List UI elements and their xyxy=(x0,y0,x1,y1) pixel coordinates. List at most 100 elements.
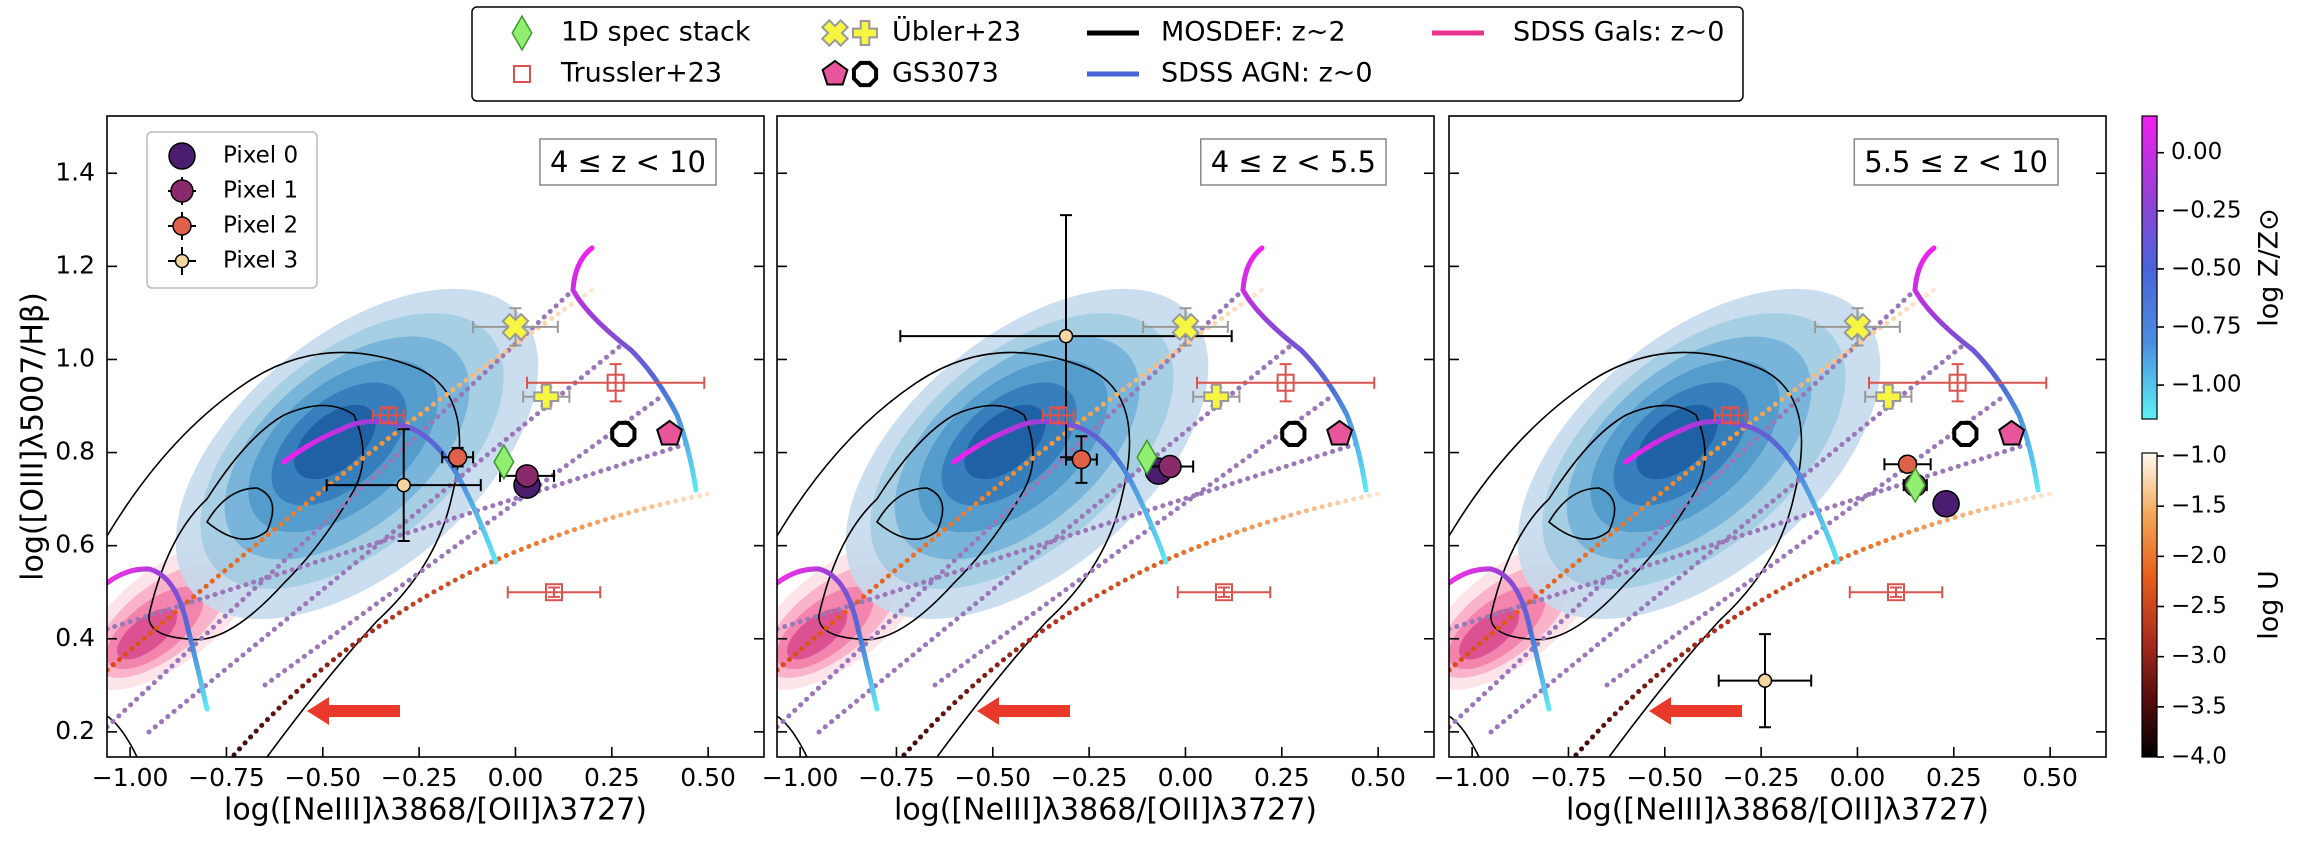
x-tick-label: 0.25 xyxy=(584,763,640,792)
data-point xyxy=(1071,449,1092,470)
x-tick-label: 0.50 xyxy=(1350,763,1406,792)
legend-marker xyxy=(851,60,879,88)
data-point xyxy=(544,583,563,602)
legend-label: Pixel 2 xyxy=(223,213,298,239)
x-tick-label: −0.75 xyxy=(188,763,265,792)
x-tick-label: −0.75 xyxy=(858,763,935,792)
x-tick-label: 0.00 xyxy=(488,763,544,792)
data-point xyxy=(447,447,468,467)
colorbar-tick-label: −2.0 xyxy=(2171,543,2227,569)
y-tick-label: 0.8 xyxy=(55,437,95,466)
y-tick-label: 0.4 xyxy=(55,623,95,652)
data-point xyxy=(1757,673,1773,688)
x-tick-label: 0.50 xyxy=(2022,763,2078,792)
y-error-bar xyxy=(1724,407,1737,424)
x-tick-label: 0.25 xyxy=(1926,763,1982,792)
legend-label: SDSS AGN: z~0 xyxy=(1161,58,1373,89)
colorbar-tick-label: −1.0 xyxy=(2171,443,2227,469)
y-axis-label: log([OIII]λ5007/Hβ) xyxy=(16,292,51,581)
legend-label: 1D spec stack xyxy=(561,17,751,48)
data-point xyxy=(1952,420,1979,448)
y-error-bar xyxy=(1052,407,1065,424)
x-tick-label: −1.00 xyxy=(92,763,169,792)
y-tick-label: 1.0 xyxy=(55,343,95,372)
x-tick-label: −0.50 xyxy=(954,763,1031,792)
axes-frame xyxy=(1448,115,2107,758)
panel-label: 4 ≤ z < 10 xyxy=(550,145,706,179)
data-point xyxy=(493,443,515,481)
data-point xyxy=(610,420,637,448)
colorbar-tick-label: −0.25 xyxy=(2171,197,2241,223)
panel-background xyxy=(57,225,708,757)
panel-label-box xyxy=(1199,138,1387,186)
legend-label: Pixel 0 xyxy=(223,143,298,169)
data-point xyxy=(1276,373,1295,392)
data-point xyxy=(1886,583,1905,602)
y-tick-label: 1.4 xyxy=(55,157,95,186)
data-point xyxy=(1875,383,1902,410)
legend-label: MOSDEF: z~2 xyxy=(1161,17,1346,48)
legend-marker xyxy=(172,216,192,236)
legend-marker xyxy=(852,20,878,46)
data-point xyxy=(606,373,625,392)
legend-label: Pixel 3 xyxy=(223,248,298,274)
y-error-bar xyxy=(1889,586,1902,598)
colorbar-tick-label: −3.5 xyxy=(2171,693,2227,719)
panel-background xyxy=(727,225,1378,757)
panel-label: 4 ≤ z < 5.5 xyxy=(1211,145,1376,179)
legend-label: Pixel 1 xyxy=(223,178,298,204)
y-error-bar xyxy=(382,407,395,424)
colorbar-tick-label: −2.5 xyxy=(2171,593,2227,619)
x-tick-label: −0.50 xyxy=(1626,763,1703,792)
data-point xyxy=(1932,490,1960,518)
panel-label-box xyxy=(539,138,717,186)
colorbar-label: log U xyxy=(2254,570,2285,640)
x-axis-label: log([NeIII]λ3868/[OII]λ3727) xyxy=(224,793,647,828)
data-point xyxy=(1203,383,1230,410)
colorbar-tick-label: −0.50 xyxy=(2171,255,2241,281)
data-point xyxy=(1326,419,1354,446)
legend-label: Trussler+23 xyxy=(560,58,722,89)
legend-marker xyxy=(170,179,194,203)
figure-legend-box xyxy=(471,6,1744,102)
data-point xyxy=(1049,406,1068,425)
data-point xyxy=(656,419,684,446)
y-error-bar xyxy=(547,586,560,598)
x-tick-label: −0.25 xyxy=(1051,763,1128,792)
colorbar-tick-label: −0.75 xyxy=(2171,313,2241,339)
data-point xyxy=(1998,419,2026,446)
data-point xyxy=(1897,454,1918,474)
colorbar-tick-label: 0.00 xyxy=(2171,139,2222,165)
legend-label: SDSS Gals: z~0 xyxy=(1513,17,1724,48)
y-error-bar xyxy=(1951,363,1964,403)
legend-marker xyxy=(168,142,196,170)
colorbar-tick-label: −1.00 xyxy=(2171,372,2241,398)
data-point xyxy=(1158,454,1182,479)
legend-marker xyxy=(511,14,533,52)
data-point xyxy=(396,477,411,493)
legend-marker xyxy=(174,253,190,269)
legend-label: GS3073 xyxy=(892,58,999,89)
x-axis-label: log([NeIII]λ3868/[OII]λ3727) xyxy=(894,793,1317,828)
x-tick-label: 0.50 xyxy=(680,763,736,792)
legend-label: Übler+23 xyxy=(892,16,1021,48)
data-point xyxy=(379,406,398,425)
y-error-bar xyxy=(609,363,622,403)
data-point xyxy=(515,464,539,488)
y-error-bar xyxy=(1279,363,1292,403)
legend-marker xyxy=(820,18,850,48)
colorbar-tick-label: −3.0 xyxy=(2171,643,2227,669)
data-point xyxy=(1721,406,1740,425)
data-point xyxy=(1948,373,1967,392)
colorbar-label: log Z/Z⊙ xyxy=(2254,208,2285,326)
y-tick-label: 0.2 xyxy=(55,716,95,745)
panel-label-box xyxy=(1853,138,2059,186)
data-point xyxy=(1843,312,1872,341)
x-tick-label: −0.25 xyxy=(1723,763,1800,792)
legend-marker xyxy=(513,65,531,83)
colorbar-tick-label: −4.0 xyxy=(2171,744,2227,770)
panel-label: 5.5 ≤ z < 10 xyxy=(1864,145,2048,179)
x-axis-label: log([NeIII]λ3868/[OII]λ3727) xyxy=(1566,793,1989,828)
axes-frame xyxy=(776,115,1435,758)
